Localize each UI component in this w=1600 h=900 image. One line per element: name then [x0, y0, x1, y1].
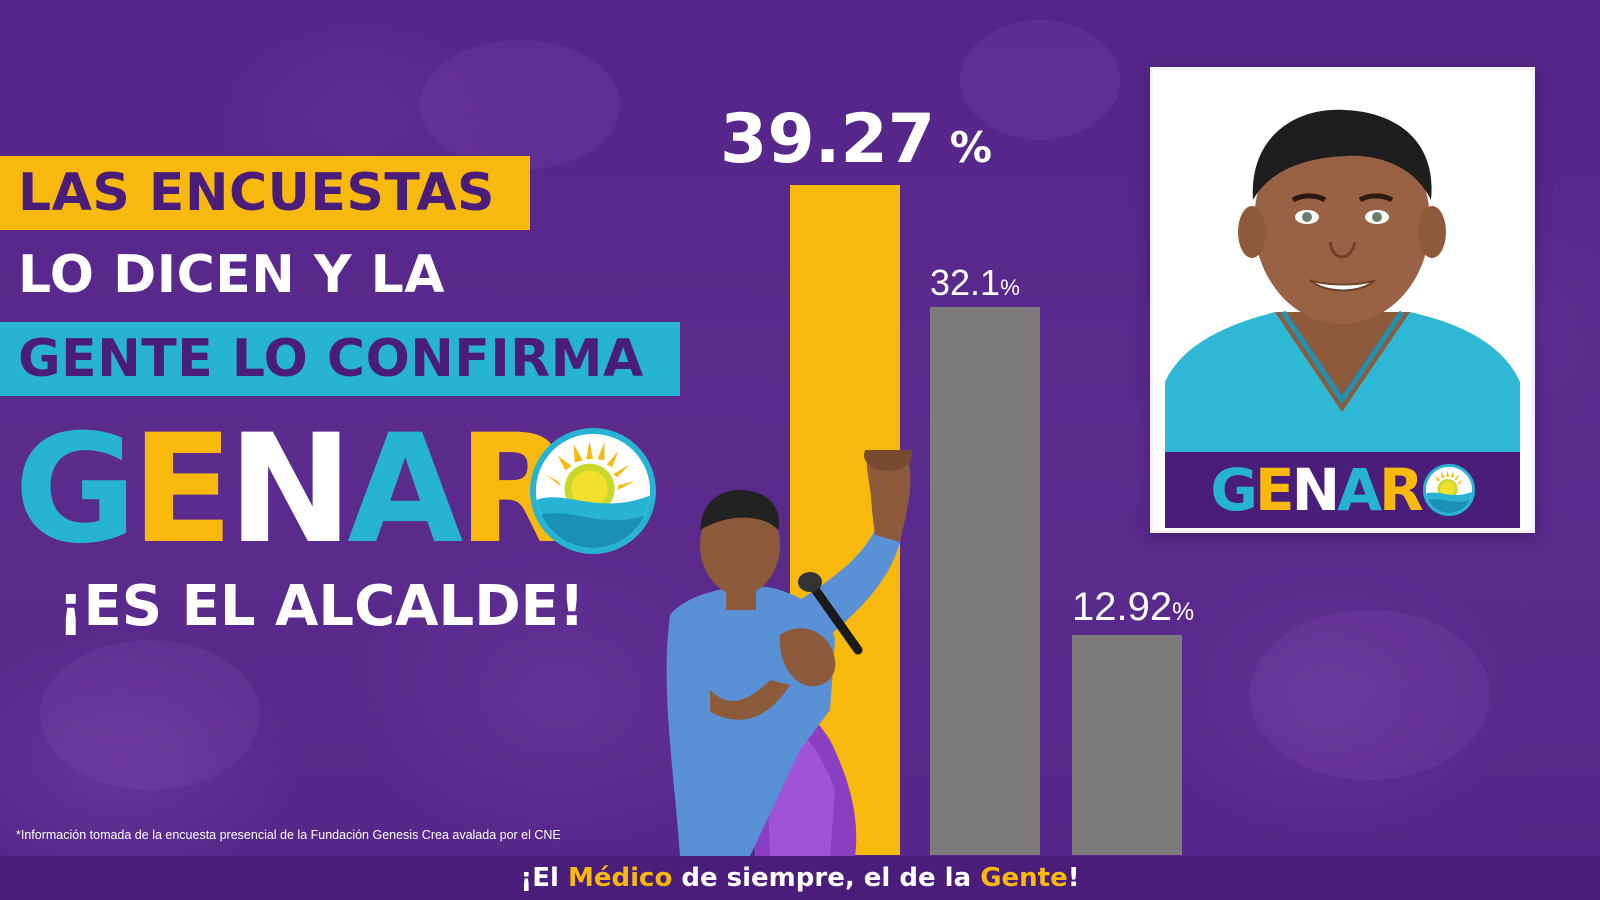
sun-wave-emblem-icon [1422, 464, 1475, 516]
logo-letter: N [227, 403, 354, 577]
chart-value-label: 32.1% [930, 262, 1020, 303]
slogan-text: ! [1067, 863, 1080, 893]
candidate-action-photo [660, 450, 950, 856]
chart-value-label: 39.27 % [720, 100, 993, 179]
chart-bar [1072, 635, 1182, 855]
slogan-highlight: Médico [568, 863, 673, 893]
tagline: ¡ES EL ALCALDE! [58, 574, 585, 639]
logo-letter: E [1254, 456, 1295, 524]
chart-bar [930, 307, 1040, 855]
headline-line-2: LO DICEN Y LA [18, 245, 446, 305]
slogan-bar: ¡El Médico de siempre, el de la Gente! [0, 856, 1600, 900]
background-crowd-shape [1250, 610, 1490, 780]
slogan-text: de siempre, el de la [672, 863, 981, 893]
logo-letter: G [14, 403, 137, 577]
background-crowd-shape [960, 20, 1120, 140]
sun-wave-emblem-icon [530, 428, 656, 554]
logo-letter: N [1291, 456, 1341, 524]
logo-letter: E [131, 403, 233, 577]
chart-value-label: 12.92% [1072, 585, 1195, 629]
logo-letter: G [1210, 456, 1258, 524]
headline-line-1: LAS ENCUESTAS [0, 156, 530, 230]
poll-bar-chart: 39.27 % 32.1% 12.92% [690, 80, 1230, 855]
survey-footnote: *Información tomada de la encuesta prese… [16, 828, 561, 842]
slogan-text: ¡El [520, 863, 568, 893]
slogan-highlight: Gente [980, 863, 1068, 893]
candidate-portrait-photo [1165, 82, 1520, 460]
logo-letter: R [1379, 456, 1424, 524]
headline-line-3: GENTE LO CONFIRMA [0, 322, 680, 396]
slogan: ¡El Médico de siempre, el de la Gente! [520, 863, 1079, 893]
background-crowd-shape [40, 640, 260, 790]
logo-letter: A [347, 403, 463, 577]
background-crowd-shape [420, 40, 620, 170]
logo-letter: A [1337, 456, 1382, 524]
